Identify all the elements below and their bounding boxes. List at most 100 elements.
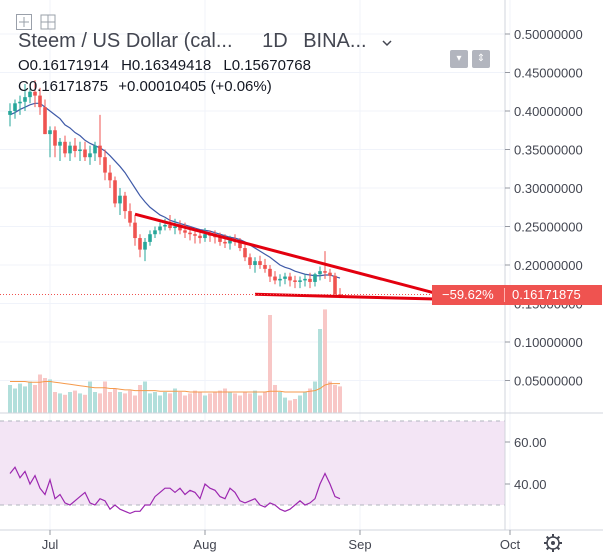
- interval[interactable]: 1D: [262, 30, 288, 52]
- volume-bar: [318, 329, 322, 413]
- volume-bar: [238, 395, 242, 413]
- volume-bar: [38, 374, 42, 413]
- candle-body: [228, 240, 232, 244]
- trendlines[interactable]: [134, 212, 461, 302]
- candle-body: [68, 145, 72, 154]
- volume-bar: [308, 388, 312, 413]
- volume-bar: [313, 381, 317, 413]
- candle-body: [293, 280, 297, 282]
- volume-bar: [118, 392, 122, 413]
- last-price-label: −59.62% 0.16171875: [432, 285, 602, 305]
- add-icon[interactable]: [16, 14, 32, 30]
- candle-body: [303, 278, 307, 281]
- candle-body: [78, 149, 82, 152]
- open-value: O0.16171914: [18, 57, 109, 74]
- candle-body: [28, 91, 32, 98]
- percent-change: −59.62%: [442, 287, 494, 302]
- volume-bar: [43, 378, 47, 413]
- y-tick-label: 0.05000000: [514, 374, 583, 389]
- ma-line: [9, 102, 341, 279]
- volume-bar: [338, 386, 342, 413]
- candle-body: [43, 107, 47, 135]
- candle-body: [253, 261, 257, 265]
- volume-bar: [328, 381, 332, 413]
- candle-body: [83, 149, 87, 158]
- grid-icon[interactable]: [40, 14, 56, 30]
- volume-bar: [263, 392, 267, 413]
- candle-body: [148, 234, 152, 242]
- volume-bar: [33, 385, 37, 413]
- volume-bar: [258, 395, 262, 413]
- candle-body: [98, 145, 102, 158]
- y-tick-label: 0.30000000: [514, 181, 583, 196]
- volume-bar: [143, 381, 147, 413]
- candle-body: [168, 224, 172, 229]
- candle-body: [153, 230, 157, 235]
- candle-body: [333, 275, 337, 295]
- volume-bar: [163, 392, 167, 413]
- volume-bar: [178, 392, 182, 413]
- chevron-down-icon[interactable]: [382, 30, 392, 52]
- candle-body: [238, 241, 242, 249]
- volume-bar: [288, 400, 292, 413]
- candle-body: [298, 280, 302, 282]
- high-value: H0.16349418: [121, 57, 212, 74]
- y-tick-label: 0.20000000: [514, 258, 583, 273]
- volume-bar: [108, 392, 112, 413]
- x-tick-label: Sep: [348, 537, 371, 552]
- volume-bar: [253, 390, 257, 413]
- collapse-button[interactable]: ▾: [450, 50, 468, 68]
- candle-body: [218, 237, 222, 242]
- volume-bar: [183, 395, 187, 413]
- volume-bar: [208, 393, 212, 413]
- y-tick-label: 0.25000000: [514, 220, 583, 235]
- candle-body: [163, 224, 167, 227]
- volume-bar: [283, 397, 287, 413]
- volume-bar: [53, 392, 57, 413]
- candle-body: [183, 230, 187, 233]
- volume-pane: [8, 309, 342, 413]
- volume-bar: [103, 381, 107, 413]
- candle-body: [18, 101, 22, 104]
- chart-header: Steem / US Dollar (cal... 1D BINA... O0.…: [0, 0, 505, 100]
- volume-bar: [218, 390, 222, 413]
- volume-bar: [58, 393, 62, 413]
- candle-body: [133, 222, 137, 239]
- candle-body: [203, 234, 207, 239]
- trendline: [254, 292, 461, 302]
- candle-body: [323, 271, 327, 273]
- moving-average: [9, 102, 341, 279]
- candle-body: [58, 141, 62, 146]
- volume-bar: [243, 392, 247, 413]
- rsi-line: [9, 466, 341, 515]
- volume-bar: [333, 385, 337, 413]
- candle-body: [268, 268, 272, 277]
- volume-bar: [93, 392, 97, 413]
- volume-bar: [83, 394, 87, 413]
- candle-body: [128, 211, 132, 223]
- candle-body: [263, 265, 267, 269]
- candle-body: [88, 153, 92, 158]
- volume-bar: [78, 393, 82, 413]
- gear-icon[interactable]: [544, 534, 562, 552]
- trendline: [134, 212, 461, 302]
- x-tick-label: Jul: [42, 537, 59, 552]
- symbol-title[interactable]: Steem / US Dollar (cal... 1D BINA...: [18, 30, 402, 53]
- volume-bar: [228, 392, 232, 413]
- volume-bar: [293, 399, 297, 413]
- symbol-name: Steem / US Dollar (cal...: [18, 30, 233, 52]
- y-tick-label: 0.50000000: [514, 27, 583, 42]
- volume-bar: [278, 392, 282, 413]
- exchange: BINA...: [303, 30, 367, 52]
- candle-body: [313, 274, 317, 282]
- y-tick-label: 0.40000000: [514, 104, 583, 119]
- volume-bar: [133, 395, 137, 413]
- candle-body: [223, 241, 227, 244]
- last-price: 0.16171875: [512, 287, 581, 302]
- y-tick-label: 0.10000000: [514, 335, 583, 350]
- scroll-button[interactable]: ⇕: [472, 50, 490, 68]
- candle-body: [103, 157, 107, 173]
- volume-bar: [223, 388, 227, 413]
- candle-body: [73, 145, 77, 152]
